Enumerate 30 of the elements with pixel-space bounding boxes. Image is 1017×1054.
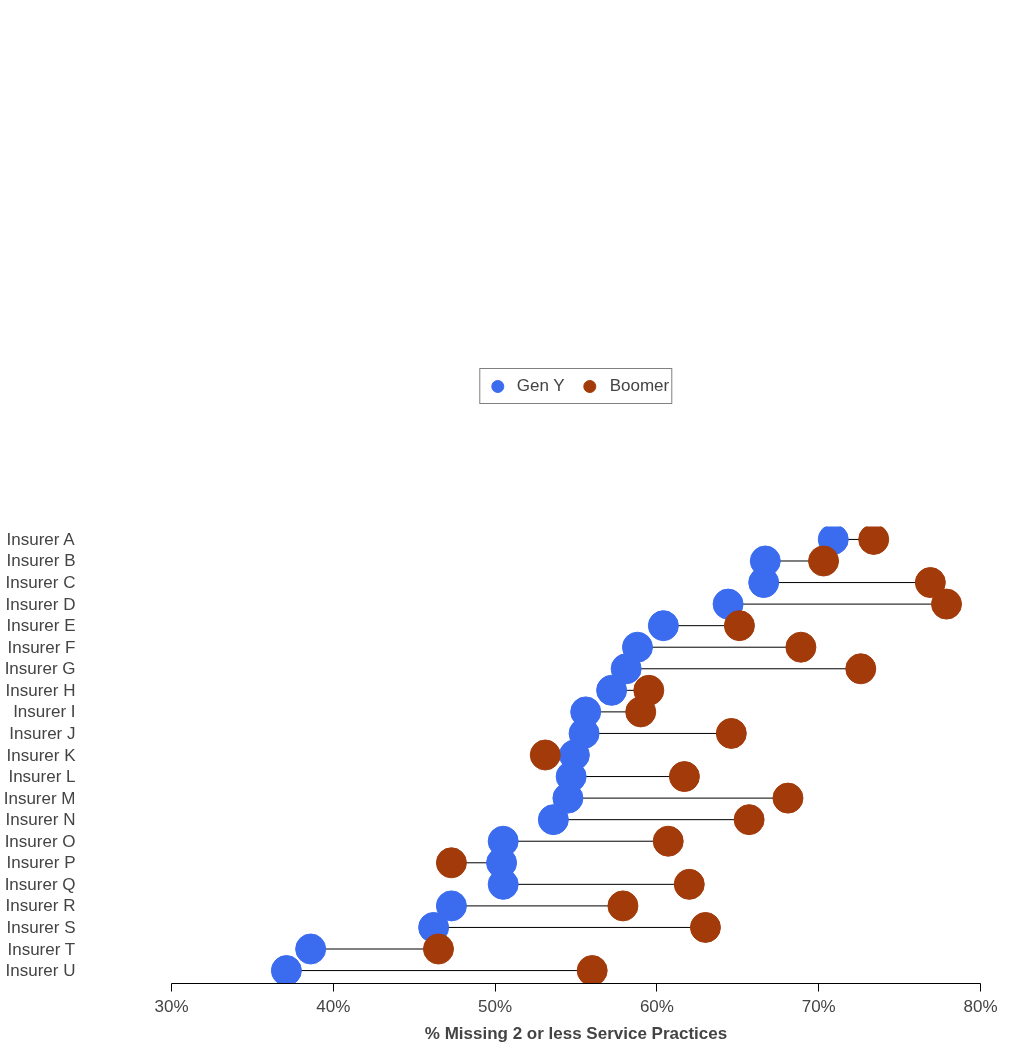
x-tick-label: 30%: [154, 996, 189, 1016]
y-tick-label: Insurer A: [6, 529, 76, 549]
y-tick-label: Insurer R: [5, 896, 76, 916]
x-tick-label: 80%: [963, 996, 998, 1016]
y-tick-label: Insurer C: [5, 573, 76, 593]
y-tick-label: Insurer D: [5, 594, 76, 614]
y-tick-label: Insurer K: [6, 745, 77, 765]
y-tick-label: Insurer J: [9, 723, 76, 743]
y-tick-label: Insurer L: [8, 767, 76, 787]
y-tick-label: Insurer N: [5, 810, 76, 830]
legend-label: Boomer: [609, 375, 670, 396]
y-tick-label: Insurer M: [3, 788, 76, 808]
y-tick-label: Insurer T: [7, 939, 76, 959]
x-tick-label: 60%: [639, 996, 674, 1016]
y-tick-label: Insurer I: [13, 702, 76, 722]
y-tick-label: Insurer E: [6, 616, 76, 636]
y-tick-label: Insurer B: [6, 551, 76, 571]
y-tick-label: Insurer Q: [4, 874, 76, 894]
x-tick-label: 50%: [478, 996, 513, 1016]
y-tick-label: Insurer U: [5, 961, 76, 981]
x-tick-label: 40%: [316, 996, 351, 1016]
x-tick-label: 70%: [801, 996, 836, 1016]
y-tick-label: Insurer O: [4, 831, 76, 851]
y-tick-label: Insurer H: [5, 680, 76, 700]
y-tick-label: Insurer P: [6, 853, 76, 873]
legend-label: Gen Y: [516, 375, 565, 396]
x-axis-title: % Missing 2 or less Service Practices: [424, 1023, 728, 1043]
y-tick-label: Insurer F: [7, 637, 76, 657]
y-tick-label: Insurer G: [4, 659, 76, 679]
y-tick-label: Insurer S: [6, 917, 76, 937]
